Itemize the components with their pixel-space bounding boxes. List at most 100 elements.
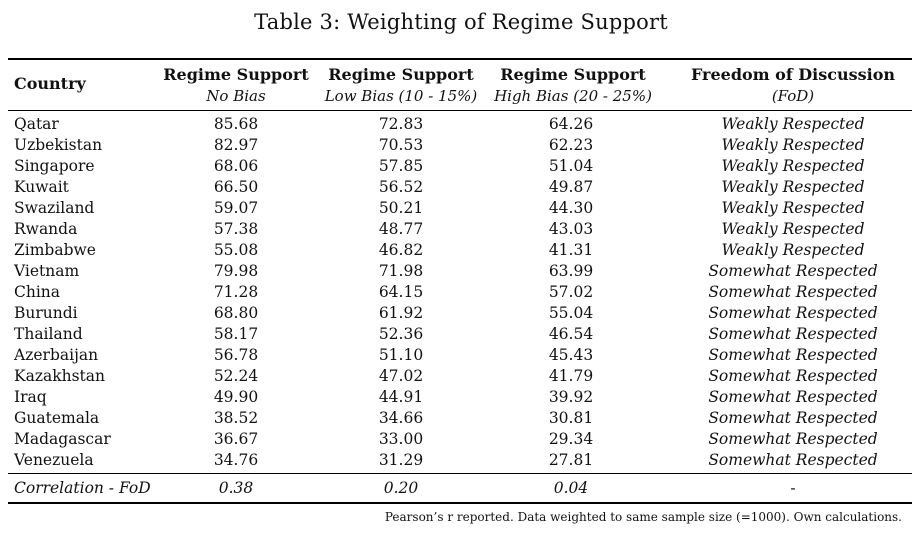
low-bias-cell: 57.85 xyxy=(378,157,424,175)
header-low-bias: Regime Support Low Bias (10 - 15%) xyxy=(316,64,486,106)
fod-cell: Somewhat Respected xyxy=(708,304,878,322)
header-no-bias: Regime Support No Bias xyxy=(161,64,311,106)
no-bias-cell: 38.52 xyxy=(213,409,259,427)
no-bias-cell: 68.06 xyxy=(213,157,259,175)
fod-cell: Somewhat Respected xyxy=(708,262,878,280)
high-bias-cell: 63.99 xyxy=(548,262,594,280)
fod-cell: Somewhat Respected xyxy=(708,451,878,469)
country-cell: Venezuela xyxy=(14,451,94,469)
country-cell: Burundi xyxy=(14,304,78,322)
correlation-rule xyxy=(8,473,912,474)
table-row: Qatar 85.68 72.83 64.26 Weakly Respected xyxy=(0,114,922,135)
table-row: Vietnam 79.98 71.98 63.99 Somewhat Respected xyxy=(0,261,922,282)
header-no-bias-sub: No Bias xyxy=(206,87,266,105)
header-fod-sub: (FoD) xyxy=(771,87,815,105)
high-bias-cell: 64.26 xyxy=(548,115,594,133)
country-cell: Swaziland xyxy=(14,199,95,217)
table-note: Pearson’s r reported. Data weighted to s… xyxy=(384,510,902,524)
fod-cell: Somewhat Respected xyxy=(708,346,878,364)
no-bias-cell: 56.78 xyxy=(213,346,259,364)
correlation-no-bias: 0.38 xyxy=(218,479,254,497)
low-bias-cell: 33.00 xyxy=(378,430,424,448)
low-bias-cell: 61.92 xyxy=(378,304,424,322)
fod-cell: Weakly Respected xyxy=(721,220,865,238)
table-row: Guatemala 38.52 34.66 30.81 Somewhat Respect… xyxy=(0,408,922,429)
high-bias-cell: 29.34 xyxy=(548,430,594,448)
header-high-bias-title: Regime Support xyxy=(500,65,646,84)
fod-cell: Weakly Respected xyxy=(721,136,865,154)
low-bias-cell: 72.83 xyxy=(378,115,424,133)
low-bias-cell: 46.82 xyxy=(378,241,424,259)
low-bias-cell: 70.53 xyxy=(378,136,424,154)
low-bias-cell: 52.36 xyxy=(378,325,424,343)
no-bias-cell: 59.07 xyxy=(213,199,259,217)
fod-cell: Weakly Respected xyxy=(721,115,865,133)
high-bias-cell: 41.79 xyxy=(548,367,594,385)
high-bias-cell: 45.43 xyxy=(548,346,594,364)
country-cell: Vietnam xyxy=(14,262,80,280)
country-cell: Rwanda xyxy=(14,220,78,238)
high-bias-cell: 57.02 xyxy=(548,283,594,301)
no-bias-cell: 52.24 xyxy=(213,367,259,385)
bottom-rule xyxy=(8,502,912,504)
no-bias-cell: 36.67 xyxy=(213,430,259,448)
no-bias-cell: 85.68 xyxy=(213,115,259,133)
correlation-row: Correlation - FoD 0.38 0.20 0.04 - xyxy=(0,478,922,498)
table-row: Rwanda 57.38 48.77 43.03 Weakly Respected xyxy=(0,219,922,240)
no-bias-cell: 55.08 xyxy=(213,241,259,259)
country-cell: Singapore xyxy=(14,157,95,175)
fod-cell: Somewhat Respected xyxy=(708,430,878,448)
fod-cell: Somewhat Respected xyxy=(708,367,878,385)
fod-cell: Somewhat Respected xyxy=(708,325,878,343)
low-bias-cell: 31.29 xyxy=(378,451,424,469)
table-row: Kuwait 66.50 56.52 49.87 Weakly Respected xyxy=(0,177,922,198)
no-bias-cell: 82.97 xyxy=(213,136,259,154)
high-bias-cell: 55.04 xyxy=(548,304,594,322)
country-cell: Madagascar xyxy=(14,430,111,448)
no-bias-cell: 34.76 xyxy=(213,451,259,469)
high-bias-cell: 41.31 xyxy=(548,241,594,259)
header-low-bias-sub: Low Bias (10 - 15%) xyxy=(324,87,478,105)
table-row: Singapore 68.06 57.85 51.04 Weakly Respected xyxy=(0,156,922,177)
no-bias-cell: 57.38 xyxy=(213,220,259,238)
table-row: Burundi 68.80 61.92 55.04 Somewhat Respected xyxy=(0,303,922,324)
country-cell: Kazakhstan xyxy=(14,367,106,385)
table-row: Zimbabwe 55.08 46.82 41.31 Weakly Respected xyxy=(0,240,922,261)
table-row: Madagascar 36.67 33.00 29.34 Somewhat Respec… xyxy=(0,429,922,450)
no-bias-cell: 71.28 xyxy=(213,283,259,301)
table-row: Swaziland 59.07 50.21 44.30 Weakly Respected xyxy=(0,198,922,219)
country-cell: Kuwait xyxy=(14,178,69,196)
correlation-fod: - xyxy=(790,479,796,497)
high-bias-cell: 43.03 xyxy=(548,220,594,238)
low-bias-cell: 34.66 xyxy=(378,409,424,427)
table-row: China 71.28 64.15 57.02 Somewhat Respected xyxy=(0,282,922,303)
no-bias-cell: 49.90 xyxy=(213,388,259,406)
header-country: Country xyxy=(14,74,86,93)
high-bias-cell: 27.81 xyxy=(548,451,594,469)
correlation-label: Correlation - FoD xyxy=(14,479,151,497)
country-cell: Uzbekistan xyxy=(14,136,103,154)
no-bias-cell: 66.50 xyxy=(213,178,259,196)
high-bias-cell: 39.92 xyxy=(548,388,594,406)
header-no-bias-title: Regime Support xyxy=(163,65,309,84)
no-bias-cell: 58.17 xyxy=(213,325,259,343)
fod-cell: Weakly Respected xyxy=(721,199,865,217)
country-cell: Qatar xyxy=(14,115,59,133)
header-rule xyxy=(8,110,912,111)
high-bias-cell: 44.30 xyxy=(548,199,594,217)
table-row: Kazakhstan 52.24 47.02 41.79 Somewhat Respec… xyxy=(0,366,922,387)
low-bias-cell: 51.10 xyxy=(378,346,424,364)
no-bias-cell: 68.80 xyxy=(213,304,259,322)
header-high-bias: Regime Support High Bias (20 - 25%) xyxy=(488,64,658,106)
header-high-bias-sub: High Bias (20 - 25%) xyxy=(494,87,652,105)
high-bias-cell: 51.04 xyxy=(548,157,594,175)
fod-cell: Somewhat Respected xyxy=(708,409,878,427)
high-bias-cell: 49.87 xyxy=(548,178,594,196)
header-fod-title: Freedom of Discussion xyxy=(690,65,896,84)
header-fod: Freedom of Discussion (FoD) xyxy=(674,64,912,106)
table-caption: Table 3: Weighting of Regime Support xyxy=(254,10,668,34)
low-bias-cell: 48.77 xyxy=(378,220,424,238)
country-cell: Thailand xyxy=(14,325,83,343)
table-body: Qatar 85.68 72.83 64.26 Weakly Respected Uzbe… xyxy=(0,114,922,471)
fod-cell: Somewhat Respected xyxy=(708,388,878,406)
